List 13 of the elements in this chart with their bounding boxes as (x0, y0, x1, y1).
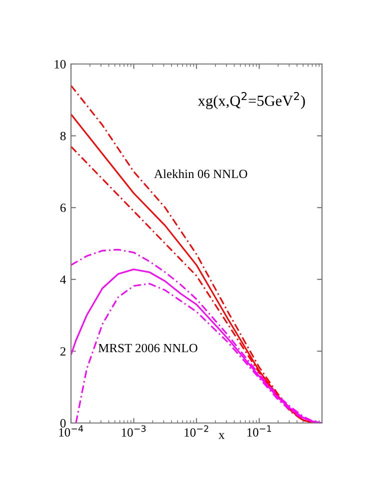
y-tick-label: 10 (54, 60, 66, 68)
x-tick-label: 10$^{−2}$ (184, 425, 208, 437)
x-axis-title: x (218, 433, 225, 439)
y-tick-label: 8 (60, 132, 66, 140)
series-label: MRST 2006 NNLO (98, 344, 198, 352)
y-tick-label: 2 (60, 347, 66, 356)
text: Alekhin 06 NNLO (154, 169, 248, 178)
y-tick-label: 0 (60, 419, 66, 428)
text: xg(x,Q$^{2}$=5GeV$^{2}$) (198, 92, 305, 110)
y-tick-label: 4 (60, 276, 66, 284)
y-tick-label: 6 (60, 204, 66, 212)
x-tick-label: 10$^{−3}$ (122, 425, 146, 437)
x-tick-label: 10$^{−1}$ (247, 425, 272, 437)
